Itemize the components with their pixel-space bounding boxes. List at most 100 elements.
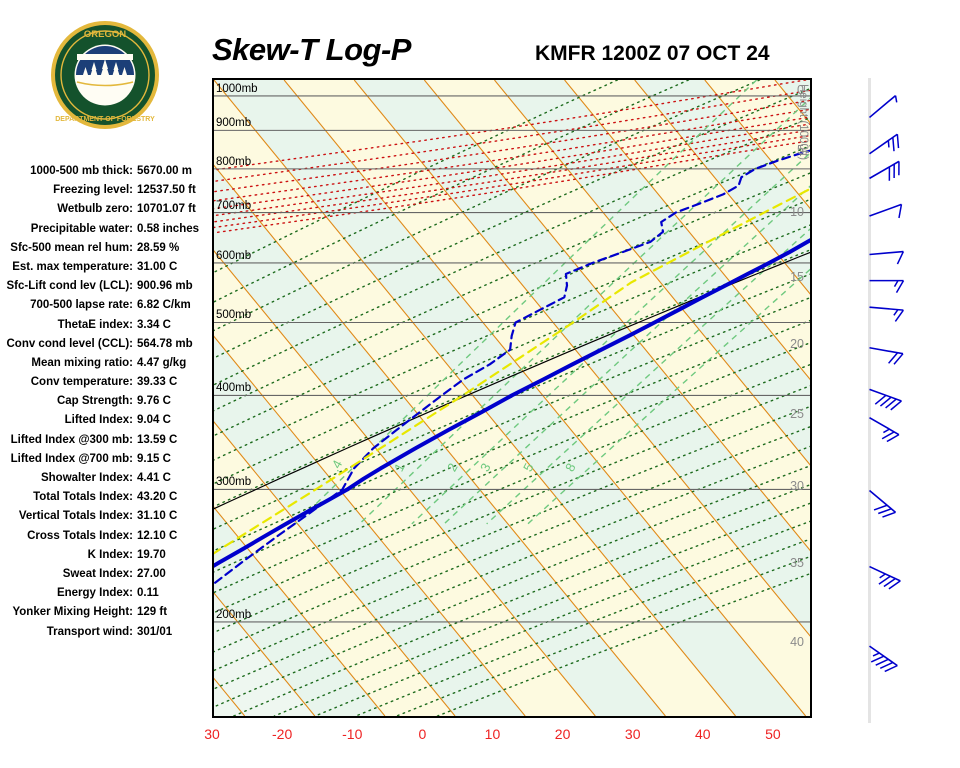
parameter-row: Lifted Index @700 mb: 9.15 C [0, 453, 205, 472]
parameter-row: Total Totals Index: 43.20 C [0, 491, 205, 510]
parameter-row: Showalter Index: 4.41 C [0, 472, 205, 491]
wind-barb [869, 565, 901, 590]
height-tick-label: 35 [790, 555, 804, 570]
parameter-row: Sfc-Lift cond lev (LCL): 900.96 mb [0, 280, 205, 299]
parameter-value: 0.11 [137, 587, 159, 600]
parameter-value: 4.41 C [137, 472, 171, 484]
wind-barb [869, 279, 905, 294]
parameter-row: K Index: 19.70 [0, 549, 205, 568]
wind-barb [869, 306, 904, 322]
height-tick-label: 25 [790, 406, 804, 421]
parameter-value: 31.10 C [137, 510, 178, 523]
temperature-tick-label: -20 [271, 726, 293, 742]
parameter-label: Lifted Index @700 mb: [10, 452, 133, 465]
parameter-label: Showalter Index: [40, 472, 133, 484]
isobar-label: 1000mb [216, 82, 258, 95]
wind-barb [869, 416, 900, 443]
parameter-label: Freezing level: [53, 184, 133, 197]
parameter-value: 10701.07 ft [137, 203, 196, 216]
parameter-label: Est. max temperature: [12, 260, 133, 273]
parameter-label: Cross Totals Index: [27, 529, 133, 542]
parameter-row: Cross Totals Index: 12.10 C [0, 530, 205, 549]
temperature-tick-label: 0 [418, 726, 427, 742]
parameter-value: 9.04 C [137, 414, 171, 427]
parameter-value: 3.34 C [137, 318, 171, 331]
sounding-parameters-panel: 1000-500 mb thick: 5670.00 m Freezing leve… [0, 165, 205, 645]
parameter-value: 564.78 mb [137, 337, 193, 350]
height-tick-label: 40 [790, 635, 804, 650]
parameter-value: 12537.50 ft [137, 184, 196, 197]
height-tick-label: 0 [797, 82, 804, 97]
parameter-row: Freezing level: 12537.50 ft [0, 184, 205, 203]
trace-temperature [214, 238, 810, 568]
parameter-value: 5670.00 m [137, 165, 192, 177]
height-tick-label: 20 [790, 336, 804, 351]
logo-bottom-text: DEPARTMENT OF FORESTRY [55, 116, 155, 123]
parameter-label: Mean mixing ratio: [31, 356, 133, 369]
trace-dewpoint [214, 149, 810, 585]
skewt-chart: Height (1000ft) 200mb 300mb 400mb 500mb 600m… [212, 78, 812, 718]
wind-barb [869, 160, 900, 181]
parameter-label: Sfc-500 mean rel hum: [10, 241, 133, 254]
skewt-plot-svg [214, 80, 810, 716]
temperature-tick-label: 10 [484, 726, 501, 742]
parameter-label: Wetbulb zero: [57, 203, 133, 216]
temperature-tick-label: 40 [695, 726, 711, 742]
parameter-value: 13.59 C [137, 433, 178, 446]
wind-barb [869, 346, 904, 365]
parameter-row: Vertical Totals Index: 31.10 C [0, 510, 205, 529]
wind-barb-column [822, 78, 960, 723]
temperature-tick-label: 20 [554, 726, 571, 742]
parameter-label: Vertical Totals Index: [18, 510, 133, 523]
wind-barb [869, 645, 898, 673]
parameter-label: Transport wind: [46, 625, 133, 638]
parameter-row: Conv cond level (CCL): 564.78 mb [0, 338, 205, 357]
isobar-label: 400mb [216, 382, 252, 395]
height-tick-label: 15 [790, 269, 804, 284]
logo-top-text: OREGON [84, 29, 126, 40]
parameter-value: 27.00 [137, 567, 166, 580]
parameter-value: 39.33 C [137, 376, 178, 389]
parameter-row: Wetbulb zero: 10701.07 ft [0, 203, 205, 222]
isobar-label: 900mb [216, 117, 252, 130]
wind-barb-axis-line [868, 78, 871, 723]
temperature-tick-label: -10 [342, 726, 363, 742]
station-datetime: KMFR 1200Z 07 OCT 24 [535, 42, 770, 65]
parameter-row: Sweat Index: 27.00 [0, 568, 205, 587]
parameter-row: Sfc-500 mean rel hum: 28.59 % [0, 242, 205, 261]
isobar-label: 500mb [216, 309, 252, 322]
wind-barb [869, 250, 905, 265]
parameter-label: 700-500 lapse rate: [30, 299, 133, 312]
parameter-label: ThetaE index: [57, 318, 133, 331]
parameter-value: 31.00 C [137, 260, 178, 273]
parameter-label: 1000-500 mb thick: [30, 165, 133, 177]
parameter-label: Lifted Index: [64, 414, 133, 427]
temperature-tick-label: 50 [765, 726, 781, 742]
parameter-label: Lifted Index @300 mb: [10, 433, 133, 446]
wind-barb [869, 388, 902, 411]
isobar-label: 600mb [216, 249, 252, 262]
parameter-label: Precipitable water: [30, 222, 133, 235]
temperature-axis: 30 -20 -10 0 10 20 30 40 50 [204, 726, 812, 750]
parameter-label: K Index: [87, 548, 133, 561]
wind-barb [869, 203, 903, 219]
wind-barb [868, 94, 898, 119]
parameter-row: Yonker Mixing Height: 129 ft [0, 606, 205, 625]
isobar-label: 700mb [216, 199, 252, 212]
parameter-label: Yonker Mixing Height: [12, 606, 133, 619]
trace-parcel [214, 187, 810, 555]
wind-barb [869, 133, 900, 155]
parameter-value: 900.96 mb [137, 280, 193, 293]
parameter-value: 9.76 C [137, 395, 171, 408]
parameter-label: Total Totals Index: [33, 491, 133, 504]
parameter-value: 19.70 [137, 548, 166, 561]
parameter-row: ThetaE index: 3.34 C [0, 319, 205, 338]
parameter-row: 1000-500 mb thick: 5670.00 m [0, 165, 205, 184]
parameter-row: Transport wind: 301/01 [0, 626, 205, 645]
height-tick-label: 30 [790, 479, 804, 494]
parameter-label: Sfc-Lift cond lev (LCL): [6, 280, 134, 293]
parameter-row: Conv temperature: 39.33 C [0, 376, 205, 395]
temperature-tick-label: 30 [624, 726, 641, 742]
parameter-row: Precipitable water: 0.58 inches [0, 223, 205, 242]
parameter-value: 129 ft [137, 606, 168, 619]
